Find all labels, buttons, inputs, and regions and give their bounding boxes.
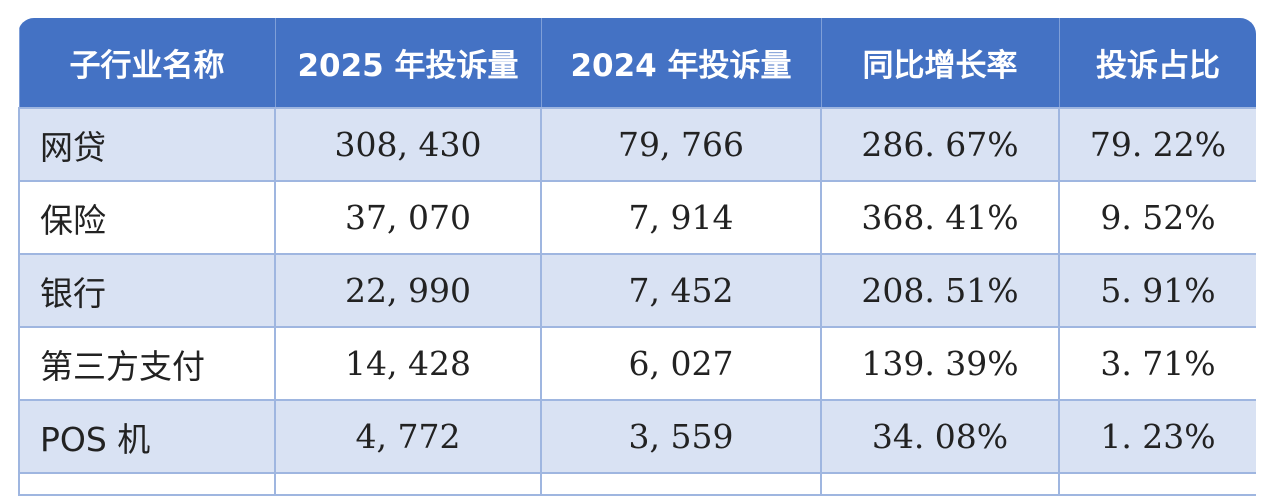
cell-2025: 308, 430: [274, 107, 542, 182]
table-header-row: 子行业名称 2025 年投诉量 2024 年投诉量 同比增长率 投诉占比: [18, 18, 1256, 108]
table-row-partial: [18, 472, 1256, 496]
cell-subindustry: 银行: [18, 253, 276, 328]
table-row: 银行 22, 990 7, 452 208. 51% 5. 91%: [18, 253, 1256, 328]
table-row: 保险 37, 070 7, 914 368. 41% 9. 52%: [18, 180, 1256, 255]
cell-growth: 139. 39%: [820, 326, 1060, 401]
cell-empty: [18, 472, 276, 496]
header-subindustry: 子行业名称: [18, 18, 276, 108]
cell-2025: 37, 070: [274, 180, 542, 255]
cell-share: 3. 71%: [1058, 326, 1256, 401]
cell-growth: 286. 67%: [820, 107, 1060, 182]
cell-subindustry: 保险: [18, 180, 276, 255]
cell-empty: [540, 472, 822, 496]
table-row: 第三方支付 14, 428 6, 027 139. 39% 3. 71%: [18, 326, 1256, 401]
cell-2025: 22, 990: [274, 253, 542, 328]
cell-2024: 6, 027: [540, 326, 822, 401]
complaints-table: 子行业名称 2025 年投诉量 2024 年投诉量 同比增长率 投诉占比 网贷 3…: [18, 18, 1256, 496]
cell-share: 79. 22%: [1058, 107, 1256, 182]
header-2025-complaints: 2025 年投诉量: [274, 18, 542, 108]
cell-growth: 34. 08%: [820, 399, 1060, 474]
cell-2025: 4, 772: [274, 399, 542, 474]
cell-empty: [820, 472, 1060, 496]
cell-empty: [274, 472, 542, 496]
cell-2024: 7, 914: [540, 180, 822, 255]
cell-share: 9. 52%: [1058, 180, 1256, 255]
cell-subindustry: POS 机: [18, 399, 276, 474]
cell-2024: 3, 559: [540, 399, 822, 474]
cell-subindustry: 第三方支付: [18, 326, 276, 401]
header-yoy-growth: 同比增长率: [820, 18, 1060, 108]
header-2024-complaints: 2024 年投诉量: [540, 18, 822, 108]
complaints-table-container: 子行业名称 2025 年投诉量 2024 年投诉量 同比增长率 投诉占比 网贷 3…: [18, 18, 1256, 496]
table-row: 网贷 308, 430 79, 766 286. 67% 79. 22%: [18, 107, 1256, 182]
cell-share: 1. 23%: [1058, 399, 1256, 474]
cell-2024: 79, 766: [540, 107, 822, 182]
header-share: 投诉占比: [1058, 18, 1256, 108]
cell-2024: 7, 452: [540, 253, 822, 328]
cell-2025: 14, 428: [274, 326, 542, 401]
table-row: POS 机 4, 772 3, 559 34. 08% 1. 23%: [18, 399, 1256, 474]
cell-share: 5. 91%: [1058, 253, 1256, 328]
cell-growth: 208. 51%: [820, 253, 1060, 328]
cell-growth: 368. 41%: [820, 180, 1060, 255]
cell-empty: [1058, 472, 1256, 496]
cell-subindustry: 网贷: [18, 107, 276, 182]
